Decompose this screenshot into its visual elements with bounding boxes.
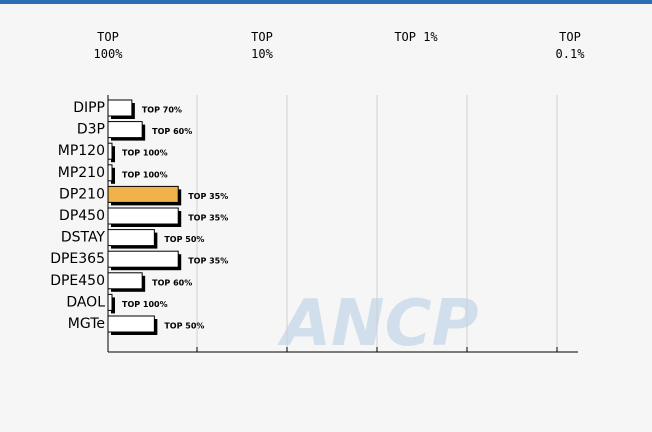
- bar: [108, 122, 142, 138]
- category-label: MP120: [58, 143, 105, 159]
- value-label: TOP 35%: [188, 214, 228, 223]
- category-label: MGTe: [68, 316, 105, 332]
- bar: [108, 251, 178, 267]
- bar: [108, 100, 132, 116]
- value-label: TOP 60%: [152, 127, 192, 136]
- bar: [108, 208, 178, 224]
- watermark: ANCP: [277, 287, 479, 361]
- bar: [108, 186, 178, 202]
- value-label: TOP 100%: [122, 149, 168, 158]
- category-label: DPE450: [50, 273, 105, 289]
- bar: [108, 294, 112, 310]
- category-label: DP450: [59, 208, 105, 224]
- bar: [108, 316, 154, 332]
- chart: ANCP DIPP TOP 70% D3P TOP 60% MP120 TOP 100% M…: [0, 0, 652, 432]
- category-label: D3P: [77, 122, 105, 138]
- value-label: TOP 100%: [122, 300, 168, 309]
- category-label: DIPP: [73, 100, 105, 116]
- value-label: TOP 100%: [122, 170, 168, 179]
- bar: [108, 273, 142, 289]
- bar: [108, 230, 154, 246]
- category-label: DP210: [59, 186, 105, 202]
- category-label: DSTAY: [61, 230, 106, 246]
- value-label: TOP 50%: [164, 322, 204, 331]
- value-label: TOP 60%: [152, 278, 192, 287]
- x-tick-label: TOP 1%: [391, 29, 441, 46]
- value-label: TOP 35%: [188, 257, 228, 266]
- category-label: DAOL: [66, 294, 105, 310]
- grid: [197, 95, 557, 352]
- category-label: DPE365: [50, 251, 105, 267]
- x-tick-label: TOP 10%: [237, 29, 287, 63]
- bar: [108, 165, 112, 181]
- value-label: TOP 50%: [164, 235, 204, 244]
- category-label: MP210: [58, 165, 105, 181]
- value-label: TOP 70%: [142, 106, 182, 115]
- x-tick-label: TOP 0.1%: [545, 29, 595, 63]
- page: ANCP DIPP TOP 70% D3P TOP 60% MP120 TOP 100% M…: [0, 0, 652, 432]
- x-tick-label: TOP 100%: [83, 29, 133, 63]
- bar: [108, 143, 112, 159]
- value-label: TOP 35%: [188, 192, 228, 201]
